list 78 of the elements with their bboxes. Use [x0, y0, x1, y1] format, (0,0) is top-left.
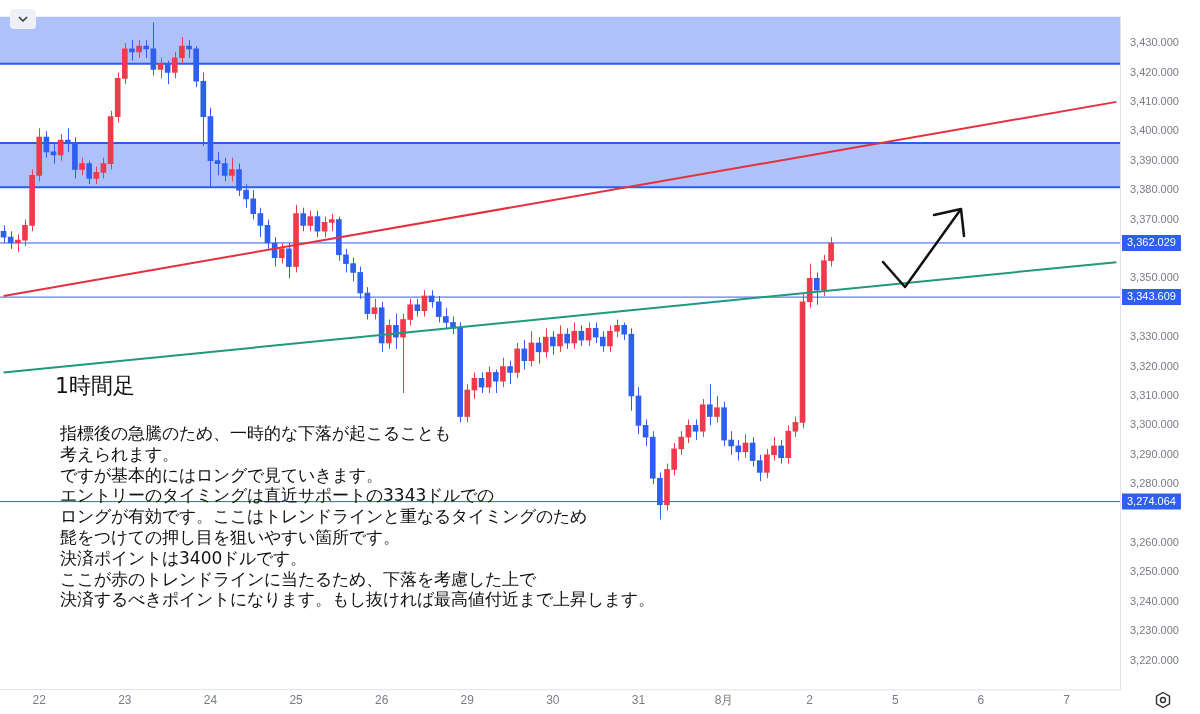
candlestick	[728, 430, 735, 456]
candlestick	[314, 210, 321, 238]
candlestick	[564, 327, 570, 350]
y-tick-label: 3,410.000	[1130, 94, 1179, 107]
annotation: ですが基本的にはロングで見ていきます。	[60, 464, 383, 486]
candlestick	[129, 39, 135, 62]
y-tick-label: 3,310.000	[1130, 388, 1179, 401]
candlestick	[278, 242, 285, 265]
y-tick-label: 3,400.000	[1130, 124, 1179, 137]
x-tick-label: 2	[806, 692, 814, 707]
x-tick-label: 31	[631, 692, 646, 707]
annotation: 決済するべきポイントになります。もし抜ければ最高値付近まで上昇します。	[60, 589, 655, 611]
y-tick-label: 3,350.000	[1130, 271, 1179, 284]
y-tick-label: 3,430.000	[1130, 36, 1179, 49]
candlestick	[778, 439, 784, 465]
y-tick-label: 3,300.000	[1130, 418, 1179, 431]
candlestick	[250, 189, 257, 220]
x-tick-label: 7	[1063, 692, 1071, 707]
y-tick-label: 3,240.000	[1130, 594, 1179, 607]
y-tick-label: 3,260.000	[1130, 536, 1179, 548]
y-tick-label: 3,250.000	[1130, 565, 1179, 578]
annotation: ここが赤のトレンドラインに当たるため、下落を考慮した上で	[60, 568, 536, 590]
y-tick-label: 3,380.000	[1130, 183, 1179, 196]
candlestick	[100, 157, 107, 179]
x-tick-label: 6	[977, 692, 985, 707]
annotation: 髭をつけての押し目を狙いやすい箇所です。	[60, 527, 400, 548]
annotation: 1時間足	[55, 373, 135, 398]
candlestick	[557, 324, 563, 353]
y-tick-label: 3,390.000	[1130, 153, 1179, 166]
candlestick	[157, 57, 164, 79]
annotation: 決済ポイントは3400ドルです。	[60, 547, 308, 569]
y-tick-label: 3,420.000	[1130, 65, 1179, 78]
candlestick	[229, 157, 235, 182]
ref-line-label: 3,274.064	[1127, 494, 1176, 507]
candlestick	[492, 368, 499, 394]
x-tick-label: 29	[460, 692, 475, 707]
x-tick-label: 8月	[714, 692, 734, 707]
candlestick	[214, 151, 221, 176]
candlestick	[542, 327, 549, 359]
y-tick-label: 3,290.000	[1130, 447, 1179, 460]
x-tick-label: 22	[32, 692, 47, 707]
candlestick	[385, 318, 392, 350]
candlestick	[221, 157, 228, 182]
candlestick	[321, 216, 328, 238]
candlestick	[307, 210, 314, 232]
candlestick	[257, 207, 264, 238]
x-tick-label: 25	[289, 692, 304, 707]
candlestick	[86, 160, 92, 185]
candlestick	[550, 330, 556, 356]
annotation: ロングが有効です。ここはトレンドラインと重なるタイミングのため	[60, 506, 587, 527]
candlestick	[507, 360, 513, 385]
x-tick-label: 30	[546, 692, 560, 707]
x-tick-label: 26	[374, 692, 389, 707]
candlestick	[371, 298, 378, 320]
candlestick	[756, 454, 763, 482]
candlestick	[599, 330, 606, 353]
ref-line-label: 3,362.029	[1127, 235, 1176, 248]
x-tick-label: 24	[203, 692, 218, 707]
candlestick	[714, 395, 720, 423]
y-tick-label: 3,320.000	[1130, 359, 1179, 372]
candlestick	[792, 416, 799, 438]
y-tick-label: 3,280.000	[1130, 477, 1179, 490]
candlestick	[300, 207, 307, 232]
y-tick-label: 3,370.000	[1130, 212, 1179, 225]
candlestick	[500, 357, 506, 388]
x-tick-label: 5	[891, 692, 899, 707]
x-tick-label: 23	[118, 692, 132, 707]
candlestick	[692, 418, 699, 441]
y-tick-label: 3,330.000	[1130, 330, 1179, 343]
annotation: 指標後の急騰のため、一時的な下落が起こることも	[60, 423, 451, 444]
y-tick-label: 3,230.000	[1130, 624, 1179, 637]
candlestick	[706, 383, 713, 426]
candlestick	[678, 430, 685, 456]
candlestick	[571, 321, 578, 350]
ref-line-label: 3,343.609	[1127, 290, 1176, 303]
annotation: エントリーのタイミングは直近サポートの3343ドルでの	[60, 485, 495, 507]
annotation: 考えられます。	[60, 443, 179, 465]
y-tick-label: 3,220.000	[1130, 653, 1179, 666]
